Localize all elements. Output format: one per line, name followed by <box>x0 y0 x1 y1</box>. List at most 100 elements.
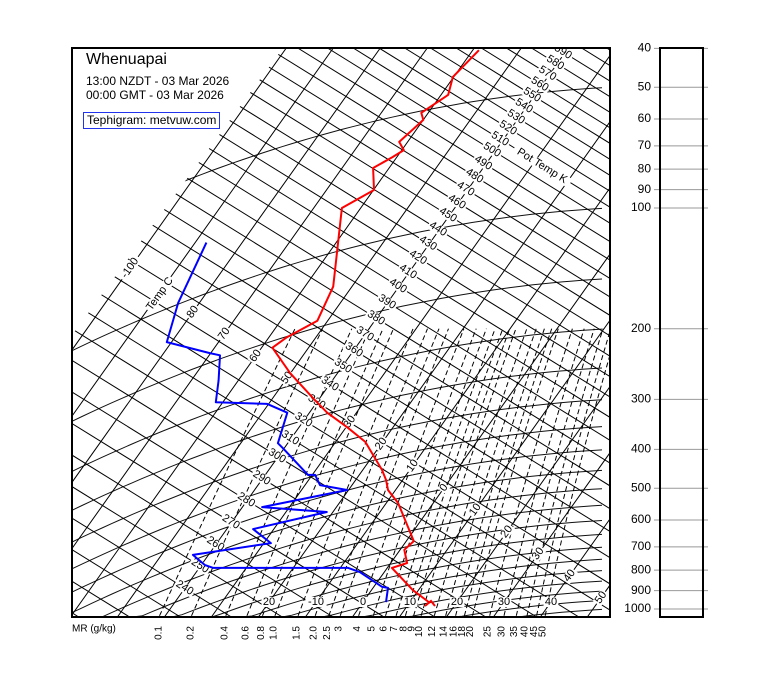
temperature-profile-line <box>271 49 480 604</box>
label-background <box>592 588 610 607</box>
station-name: Whenuapai <box>86 51 167 68</box>
label-background <box>342 340 366 360</box>
mixing-ratio-label: 0.4 <box>220 626 231 640</box>
mixing-ratio-line <box>274 328 394 616</box>
wind-panel-frame <box>659 47 704 618</box>
dewpoint-series <box>165 242 389 603</box>
mixing-ratio-line <box>246 328 371 616</box>
pressure-tick-label: 40 <box>638 41 652 55</box>
mixing-ratio-line <box>526 328 604 616</box>
isotherm-label: 50 <box>593 589 610 606</box>
mixing-ratio-label: 16 <box>448 626 459 638</box>
label-background <box>462 166 487 186</box>
isotherm-label: 20 <box>373 435 390 452</box>
mixing-ratio-label: 3 <box>334 626 345 632</box>
mixing-ratio-label: 30 <box>497 626 508 638</box>
pressure-tick-label: 600 <box>631 512 651 526</box>
label-background <box>528 74 552 95</box>
isobar-line <box>72 278 603 422</box>
label-background <box>118 253 143 283</box>
label-background <box>278 428 302 448</box>
pressure-tick-label: 900 <box>631 583 651 597</box>
label-background <box>144 274 176 314</box>
isobar-line <box>72 449 603 593</box>
mixing-ratio-line <box>536 328 610 616</box>
pressure-tick-label: 70 <box>638 138 652 152</box>
dry-adiabat-line <box>72 454 334 617</box>
isobar-line <box>72 590 603 617</box>
dry-adiabat-line <box>72 486 283 617</box>
isobar-line <box>72 488 603 617</box>
label-background <box>551 48 575 62</box>
label-background <box>520 85 544 105</box>
isotherm-line <box>72 48 475 615</box>
dry-adiabat-line <box>297 48 610 243</box>
mixing-ratio-line <box>463 328 553 616</box>
isobar-line <box>72 558 603 617</box>
isotherm-line <box>116 48 522 617</box>
mixing-ratio-line <box>404 328 504 616</box>
isotherm-bottom-label: 0 <box>360 596 366 608</box>
mixing-ratio-label: 4 <box>352 626 363 632</box>
source-link[interactable]: Tephigram: metvuw.com <box>83 112 221 129</box>
mixing-ratio-line <box>445 328 537 616</box>
mixing-ratio-line <box>328 328 440 616</box>
isotherm-label: 10 <box>467 501 484 518</box>
isotherm-label: 70 <box>216 325 233 342</box>
dry-adiabat-line <box>506 48 610 113</box>
isotherm-bottom-label: 20 <box>263 596 275 608</box>
isotherm-line <box>72 48 381 483</box>
label-background <box>467 500 484 519</box>
mixing-ratio-line <box>472 328 559 616</box>
isobar-line <box>72 570 603 617</box>
label-background <box>396 261 420 282</box>
isotherm-label: 20 <box>498 523 515 540</box>
isobar-line <box>72 533 603 617</box>
mixing-ratio-line <box>385 328 487 616</box>
isobar-line <box>72 367 603 511</box>
label-background <box>453 179 478 199</box>
label-background <box>353 324 377 344</box>
label-background <box>480 140 504 160</box>
isotherm-label: 50 <box>279 369 296 386</box>
isobar-line <box>72 504 603 617</box>
dry-adiabat-line <box>237 48 610 279</box>
mixing-ratio-line <box>413 328 511 616</box>
plot-frame <box>71 47 611 618</box>
isotherm-bottom-label: -10 <box>308 596 324 608</box>
isotherm-bottom-label: 40 <box>545 596 557 608</box>
dry-adiabat-line <box>378 48 610 192</box>
label-background <box>436 205 460 225</box>
dry-adiabat-line <box>178 48 610 316</box>
pressure-tick-label: 800 <box>631 562 651 576</box>
label-background <box>512 96 536 116</box>
mixing-ratio-line <box>358 328 465 616</box>
mixing-ratio-label: 20 <box>465 626 476 638</box>
isotherm-line <box>398 320 610 617</box>
isotherm-line <box>257 121 610 617</box>
dry-adiabat-line <box>581 48 610 67</box>
label-background <box>331 356 355 376</box>
surface-marker <box>424 599 436 607</box>
pressure-tick-label: 500 <box>631 480 651 494</box>
dry-adiabat-line <box>72 580 130 617</box>
isobar-line <box>72 426 603 570</box>
mixing-ratio-axis-label: MR (g/kg) <box>72 624 116 635</box>
isotherm-label: 10 <box>404 457 421 474</box>
mixing-ratio-label: 2.5 <box>322 626 333 640</box>
local-time: 13:00 NZDT - 03 Mar 2026 <box>86 74 230 88</box>
pot-temp-axis-label: Pot Temp K <box>515 146 570 187</box>
label-background <box>234 490 258 510</box>
isotherm-label: 80 <box>184 303 201 320</box>
pressure-tick-label: 50 <box>638 79 652 93</box>
dry-adiabat-line <box>72 359 487 617</box>
dry-adiabat-line <box>208 48 610 298</box>
mixing-ratio-line <box>515 328 595 616</box>
label-background <box>265 446 289 466</box>
label-background <box>535 63 560 84</box>
label-background <box>247 347 265 365</box>
mixing-ratio-line <box>455 328 545 616</box>
mixing-ratio-label: 10 <box>414 626 425 638</box>
label-background <box>318 374 342 394</box>
